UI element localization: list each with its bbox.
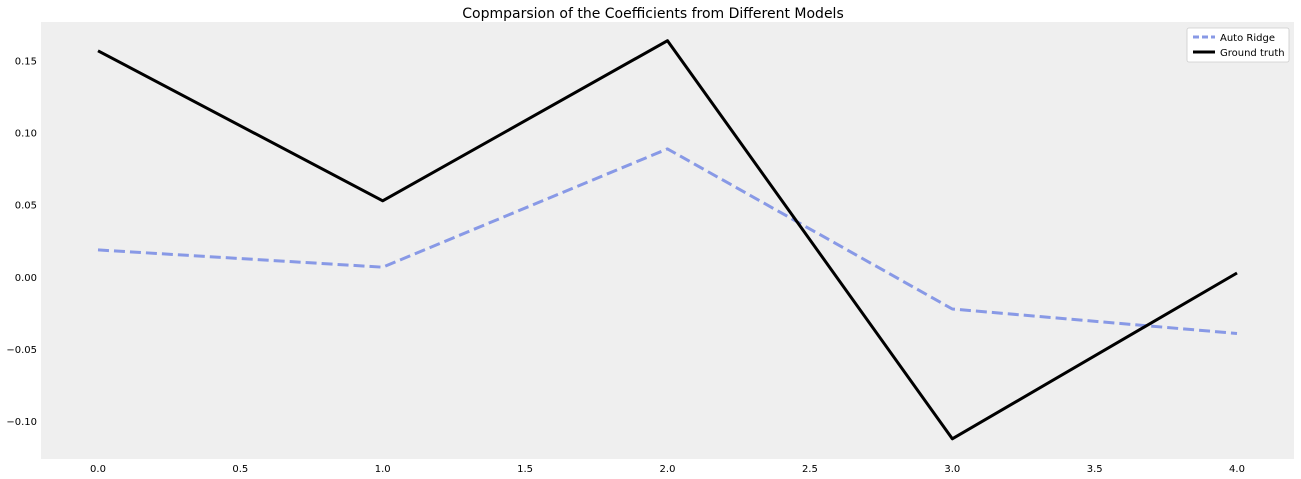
plot-area (41, 22, 1294, 459)
legend-label-ground-truth: Ground truth (1220, 48, 1285, 59)
legend-label-auto-ridge: Auto Ridge (1220, 33, 1275, 44)
chart-title: Copmparsion of the Coefficients from Dif… (462, 6, 844, 22)
x-tick-label: 2.0 (660, 464, 676, 475)
legend: Auto Ridge Ground truth (1186, 27, 1290, 63)
x-axis-ticks: 0.0 0.5 1.0 1.5 2.0 2.5 3.0 3.5 4.0 (90, 464, 1245, 475)
x-tick-label: 4.0 (1229, 464, 1245, 475)
x-tick-label: 1.5 (517, 464, 533, 475)
series-line-auto-ridge (97, 147, 1238, 335)
y-tick-label: −0.05 (6, 345, 37, 356)
x-tick-label: 1.0 (375, 464, 391, 475)
series-line-ground-truth (97, 39, 1238, 441)
y-axis-ticks: −0.10 −0.05 0.00 0.05 0.10 0.15 (6, 56, 37, 428)
x-tick-label: 3.0 (944, 464, 960, 475)
y-tick-label: −0.10 (6, 417, 37, 428)
x-tick-label: 0.5 (232, 464, 248, 475)
series-layer (97, 39, 1238, 441)
x-tick-label: 0.0 (90, 464, 106, 475)
y-tick-label: 0.15 (15, 56, 37, 67)
y-tick-label: 0.05 (15, 201, 37, 212)
y-tick-label: 0.10 (15, 129, 37, 140)
x-tick-label: 2.5 (802, 464, 818, 475)
y-tick-label: 0.00 (15, 273, 37, 284)
x-tick-label: 3.5 (1087, 464, 1103, 475)
